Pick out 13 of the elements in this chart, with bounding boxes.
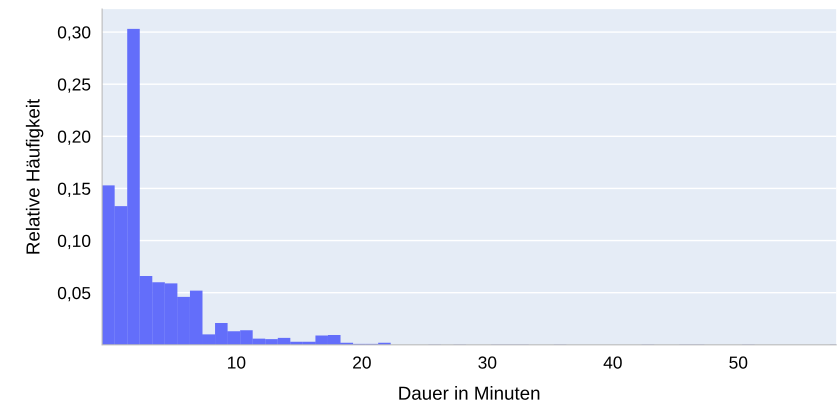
x-tick-label: 40 xyxy=(604,356,622,369)
x-tick-label: 10 xyxy=(228,356,246,369)
y-tick-label: 0,20 xyxy=(58,130,90,145)
x-tick-label: 20 xyxy=(353,356,371,369)
y-tick-label: 0,05 xyxy=(58,286,90,302)
y-axis-title: Relative Häufigkeit xyxy=(26,98,44,254)
y-tick-label: 0,15 xyxy=(58,182,90,197)
x-tick-label: 50 xyxy=(729,356,748,369)
x-axis-title: Dauer in Minuten xyxy=(399,386,540,400)
y-tick-label: 0,30 xyxy=(58,26,90,41)
y-tick-label: 0,25 xyxy=(58,78,90,93)
y-tick-label: 0,10 xyxy=(58,234,90,250)
x-tick-label: 30 xyxy=(478,356,496,369)
